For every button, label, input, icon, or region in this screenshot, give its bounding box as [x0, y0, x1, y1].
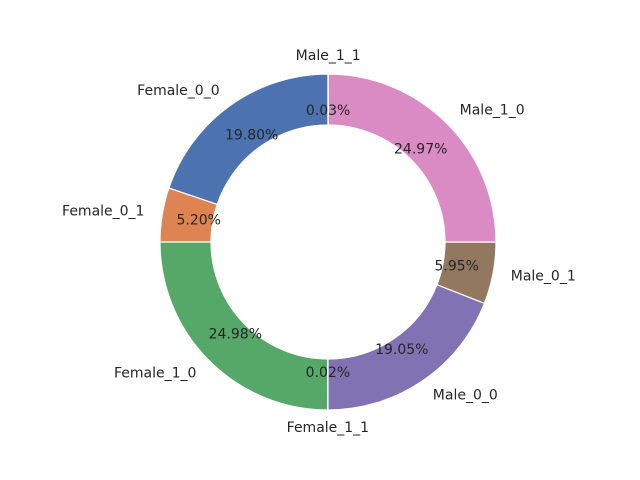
percent-label: 24.97% — [394, 141, 447, 157]
slice-label: Male_1_1 — [296, 48, 361, 64]
slice-label: Male_0_1 — [511, 269, 576, 285]
slice-label: Female_1_0 — [114, 365, 196, 381]
slice-label: Female_0_0 — [137, 83, 219, 99]
percent-label: 19.80% — [225, 128, 278, 144]
percent-label: 24.98% — [209, 327, 262, 343]
slice-male-1-0 — [327, 73, 497, 243]
percent-label: 19.05% — [375, 342, 428, 358]
percent-label: 0.02% — [306, 365, 350, 381]
slice-labels: Female_0_0 Female_0_1 Female_1_0 Female_1_1… — [62, 48, 576, 436]
slice-label: Male_1_0 — [460, 103, 525, 119]
slice-label: Female_0_1 — [62, 204, 144, 220]
slice-label: Female_1_1 — [287, 420, 369, 436]
donut-slices — [159, 73, 497, 411]
slice-label: Male_0_0 — [433, 388, 498, 404]
percent-label: 0.03% — [306, 103, 350, 119]
percent-label: 5.95% — [434, 258, 478, 274]
percent-labels: 19.80% 5.20% 24.98% 0.02% 19.05% 5.95% 24.97% 0… — [177, 103, 479, 381]
percent-label: 5.20% — [177, 213, 221, 229]
